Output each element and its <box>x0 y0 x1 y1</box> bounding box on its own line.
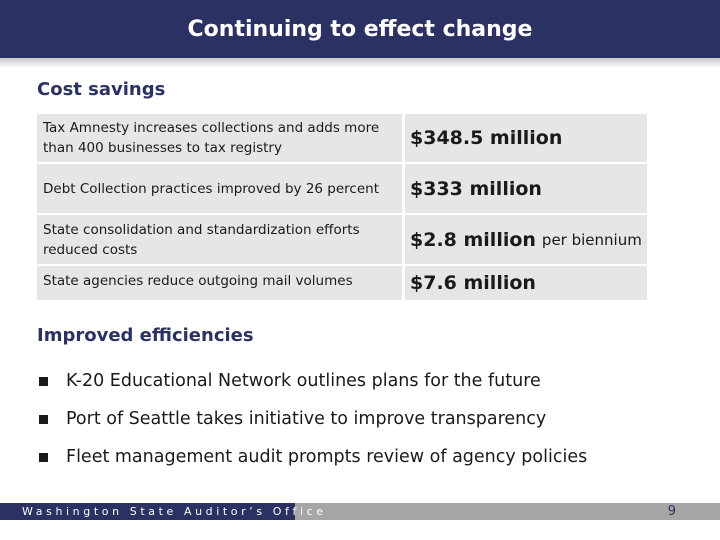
savings-row: Tax Amnesty increases collections and ad… <box>37 114 647 162</box>
savings-row: Debt Collection practices improved by 26… <box>37 164 647 213</box>
savings-description: State consolidation and standardization … <box>43 221 360 258</box>
footer-brand-block: Washington State Auditor’s Office <box>0 503 323 520</box>
row-divider <box>402 164 405 213</box>
slide-title: Continuing to effect change <box>187 16 533 42</box>
savings-description: Debt Collection practices improved by 26… <box>43 180 379 197</box>
square-bullet-icon <box>39 376 48 386</box>
savings-amount-cell: $2.8 million per biennium <box>410 215 642 264</box>
list-item-text: Port of Seattle takes initiative to impr… <box>66 409 547 429</box>
list-item: Fleet management audit prompts review of… <box>37 438 697 476</box>
row-divider <box>402 215 405 264</box>
list-item-text: Fleet management audit prompts review of… <box>66 447 588 467</box>
savings-description: State agencies reduce outgoing mail volu… <box>43 273 353 289</box>
savings-amount: $2.8 million <box>410 228 536 251</box>
efficiencies-list: K-20 Educational Network outlines plans … <box>37 362 697 476</box>
title-shadow <box>0 58 720 68</box>
savings-amount-suffix: per biennium <box>541 230 642 249</box>
title-bar: Continuing to effect change <box>0 0 720 58</box>
savings-amount: $348.5 million <box>410 127 563 149</box>
list-item-text: K-20 Educational Network outlines plans … <box>66 371 541 391</box>
savings-amount-cell: $7.6 million <box>410 266 542 300</box>
savings-amount-cell: $348.5 million <box>410 114 568 162</box>
savings-description: Tax Amnesty increases collections and ad… <box>43 120 380 156</box>
improved-efficiencies-heading: Improved efficiencies <box>37 325 254 346</box>
footer-organization: Washington State Auditor’s Office <box>22 505 327 518</box>
list-item: K-20 Educational Network outlines plans … <box>37 362 697 400</box>
savings-row: State consolidation and standardization … <box>37 215 647 264</box>
row-divider <box>402 114 405 162</box>
savings-row: State agencies reduce outgoing mail volu… <box>37 266 647 300</box>
square-bullet-icon <box>39 452 48 462</box>
savings-amount: $333 million <box>410 177 542 200</box>
cost-savings-heading: Cost savings <box>37 79 166 100</box>
savings-amount-cell: $333 million <box>410 164 548 213</box>
list-item: Port of Seattle takes initiative to impr… <box>37 400 697 438</box>
page-number: 9 <box>667 504 676 519</box>
footer-bar: Washington State Auditor’s Office 9 <box>0 503 720 520</box>
savings-amount: $7.6 million <box>410 272 536 294</box>
row-divider <box>402 266 405 300</box>
square-bullet-icon <box>39 414 48 424</box>
